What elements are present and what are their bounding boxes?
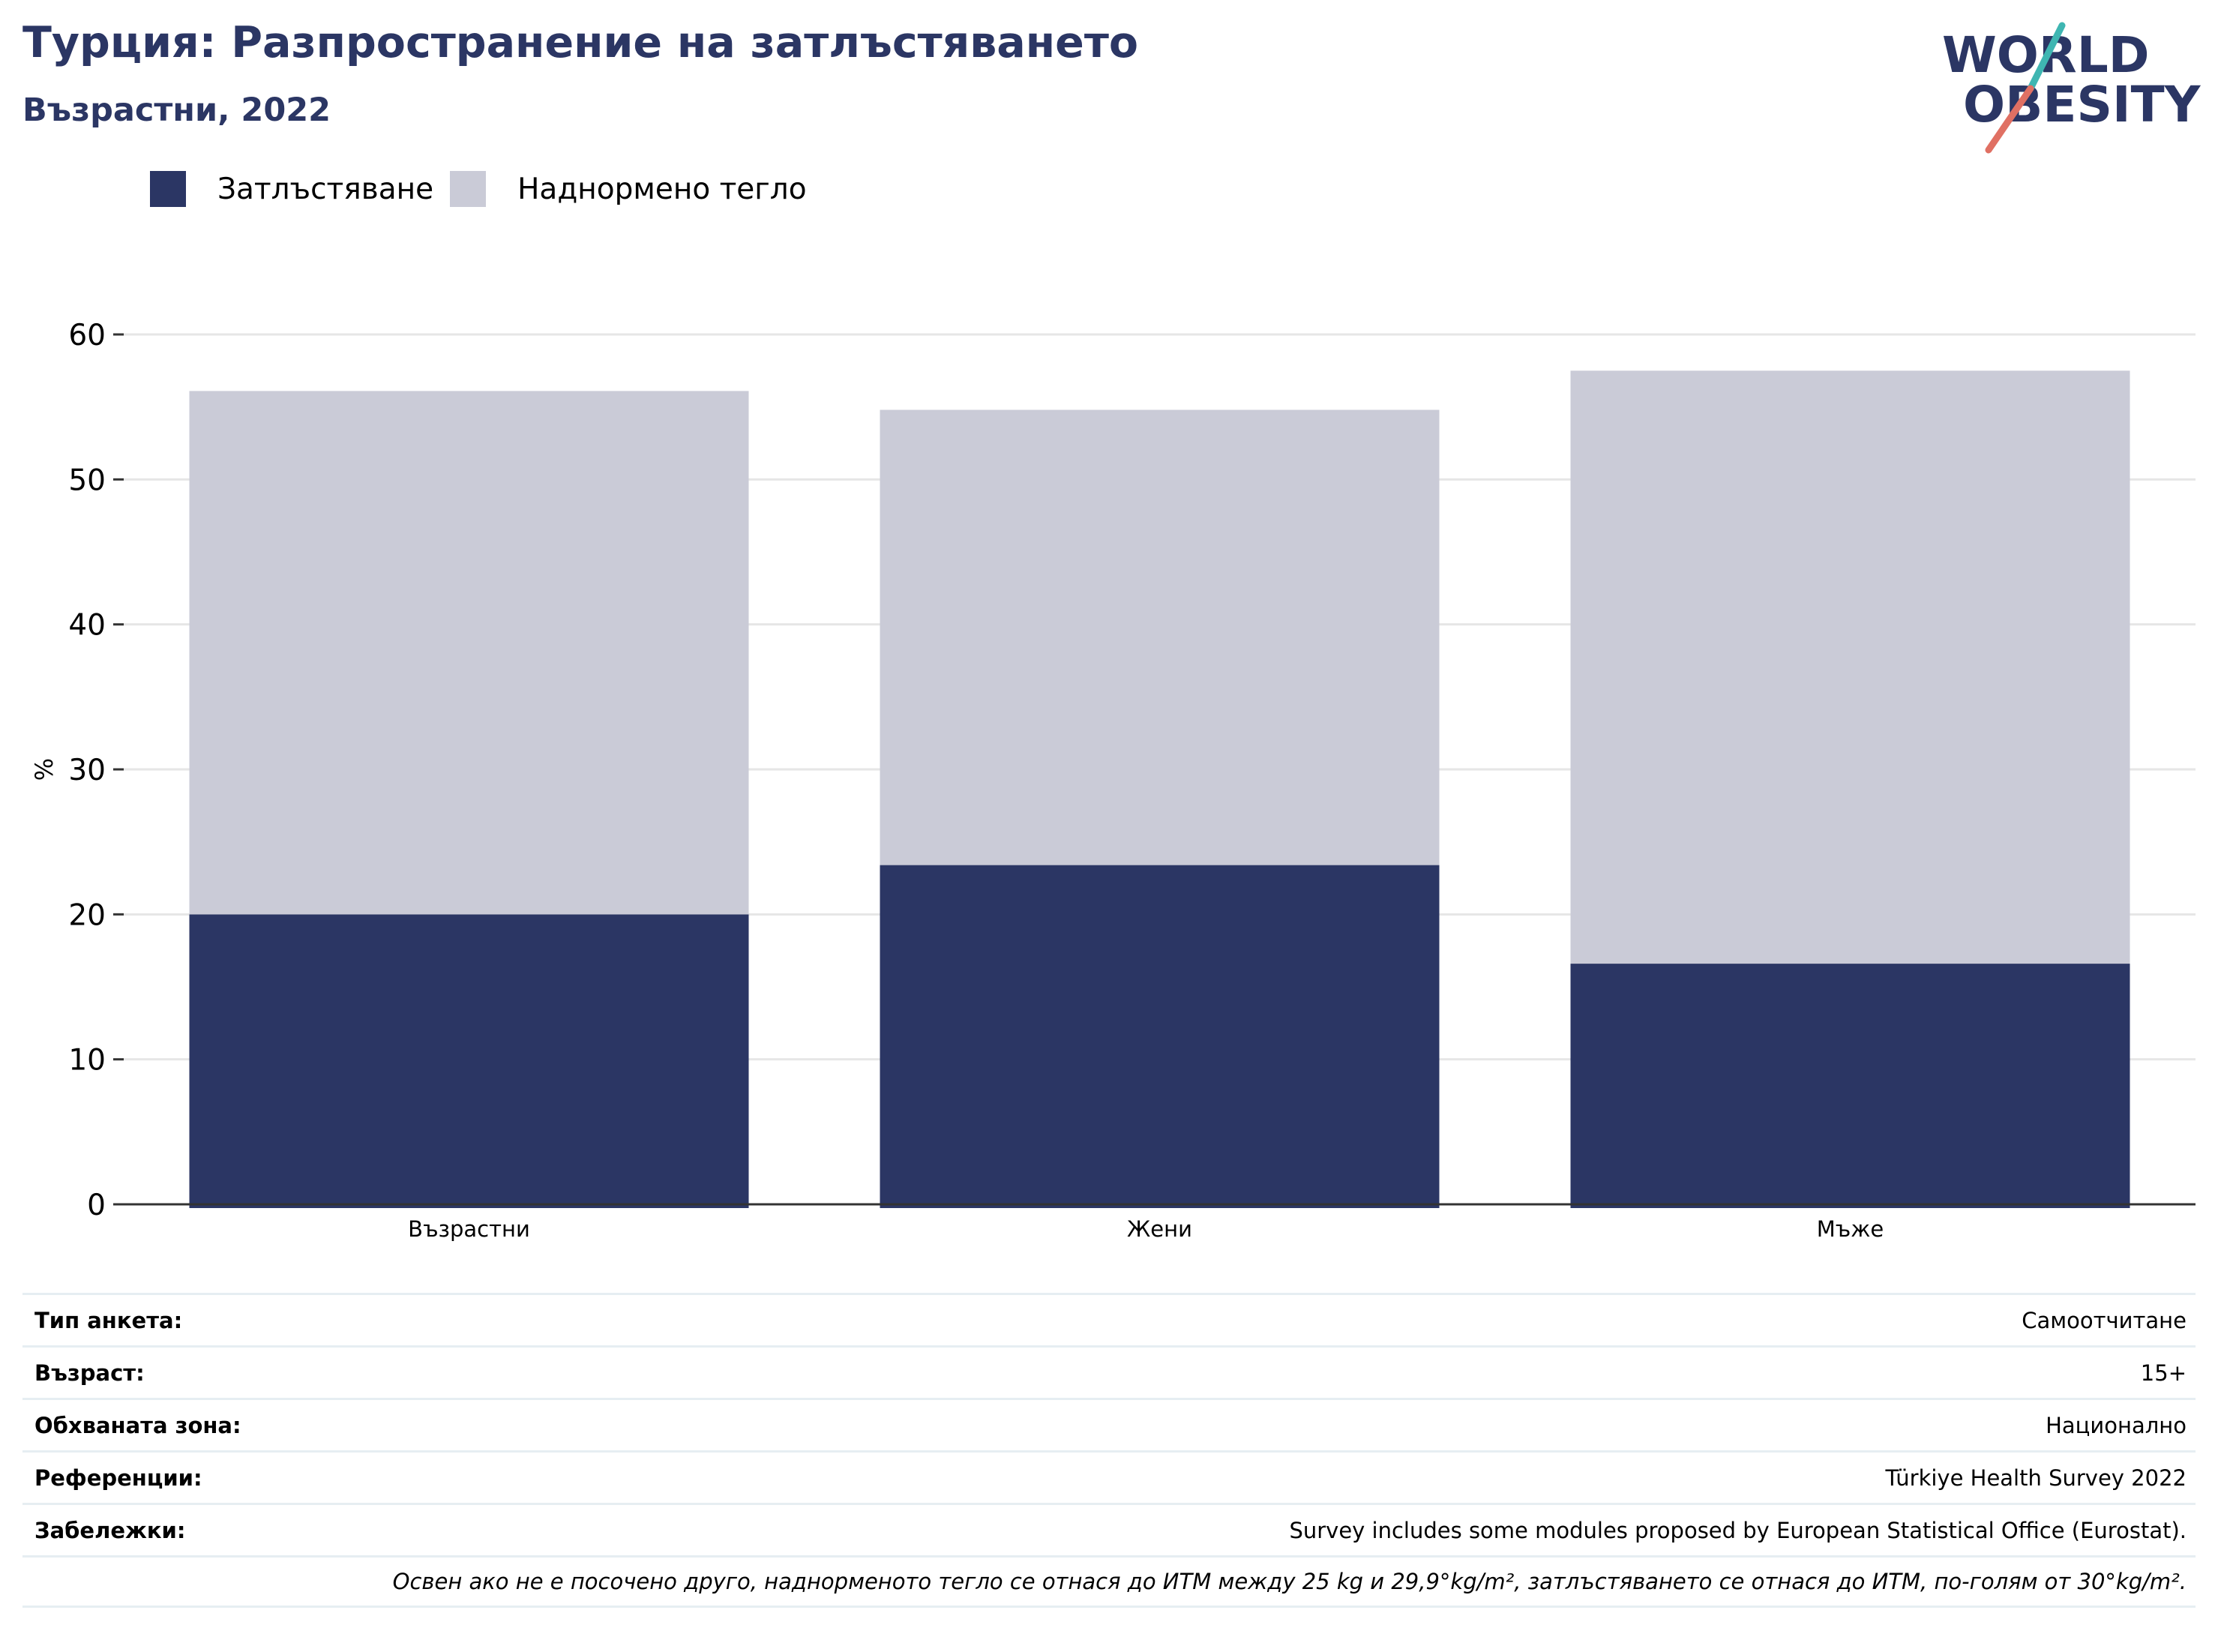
bar-overweight-1 xyxy=(880,409,1440,865)
y-axis-label: % xyxy=(30,758,58,781)
legend-swatch-overweight xyxy=(450,171,487,207)
world-obesity-logo: WORLD OBESITY xyxy=(1942,22,2202,154)
x-tick-label-0: Възрастни xyxy=(408,1216,530,1242)
bar-obesity-2 xyxy=(1570,964,2130,1208)
y-tick-label-10: 10 xyxy=(68,1044,106,1078)
meta-value-survey-type: Самоотчитане xyxy=(2022,1307,2187,1333)
meta-value-age: 15+ xyxy=(2140,1360,2187,1386)
y-tick-label-0: 0 xyxy=(87,1189,106,1222)
bar-obesity-1 xyxy=(880,865,1440,1208)
legend-label-obesity: Затлъстяване xyxy=(217,172,434,206)
x-tick-label-2: Мъже xyxy=(1817,1216,1884,1242)
meta-row-definition-note: Освен ако не е посочено друго, наднормен… xyxy=(22,1555,2196,1608)
legend-item-obesity: Затлъстяване xyxy=(150,171,433,207)
chart-subtitle: Възрастни, 2022 xyxy=(22,91,331,129)
bar-overweight-2 xyxy=(1570,370,2130,964)
meta-row-notes: Забележки: Survey includes some modules … xyxy=(22,1503,2196,1555)
logo-slash-teal xyxy=(2027,22,2066,92)
meta-row-survey-type: Тип анкета: Самоотчитане xyxy=(22,1293,2196,1345)
y-tick-label-30: 30 xyxy=(68,754,106,787)
definition-note: Освен ако не е посочено друго, наднормен… xyxy=(392,1569,2187,1594)
x-tick-label-1: Жени xyxy=(1127,1216,1192,1242)
logo-slash-coral xyxy=(1985,85,2034,154)
bar-obesity-0 xyxy=(189,914,749,1208)
meta-row-references: Референции: Türkiye Health Survey 2022 xyxy=(22,1450,2196,1503)
meta-value-area: Национално xyxy=(2046,1412,2187,1438)
legend-item-overweight: Наднормено тегло xyxy=(450,171,807,207)
legend-swatch-obesity xyxy=(150,171,186,207)
meta-value-references: Türkiye Health Survey 2022 xyxy=(1885,1465,2187,1491)
stacked-bar-chart: 0 10 20 30 40 50 60% Възрастни Жени Мъже xyxy=(30,319,2196,1242)
logo-text-obesity: OBESITY xyxy=(1963,76,2202,133)
meta-label-references: Референции: xyxy=(34,1465,202,1491)
bar-overweight-0 xyxy=(189,391,749,915)
meta-label-notes: Забележки: xyxy=(34,1517,186,1543)
y-tick-label-50: 50 xyxy=(68,463,106,497)
meta-label-area: Обхваната зона: xyxy=(34,1412,241,1438)
legend-label-overweight: Наднормено тегло xyxy=(517,172,807,206)
meta-label-age: Възраст: xyxy=(34,1360,145,1386)
survey-info-table: Тип анкета: Самоотчитане Възраст: 15+ Об… xyxy=(22,1293,2196,1608)
y-tick-label-20: 20 xyxy=(68,898,106,932)
chart-title: Турция: Разпространение на затлъстяванет… xyxy=(22,18,1139,67)
y-tick-label-40: 40 xyxy=(68,609,106,643)
y-tick-label-60: 60 xyxy=(68,319,106,352)
meta-row-area: Обхваната зона: Национално xyxy=(22,1398,2196,1450)
meta-row-age: Възраст: 15+ xyxy=(22,1345,2196,1398)
meta-value-notes: Survey includes some modules proposed by… xyxy=(1289,1517,2187,1543)
chart-legend: Затлъстяване Наднормено тегло xyxy=(150,171,823,207)
meta-label-survey-type: Тип анкета: xyxy=(34,1307,183,1333)
